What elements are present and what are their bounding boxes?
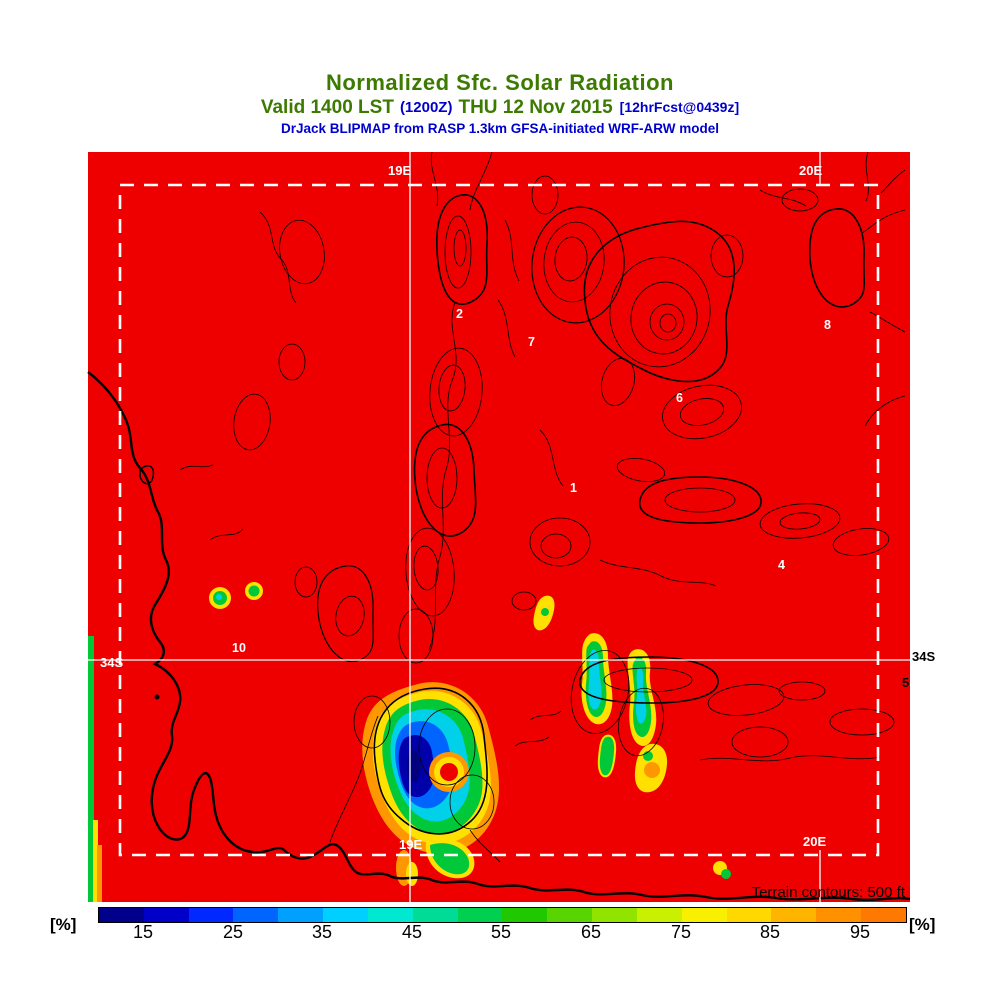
- colorbar-segment: [367, 908, 413, 922]
- colorbar-segment: [636, 908, 682, 922]
- valid-time: Valid 1400 LST: [260, 97, 394, 118]
- colorbar-segment: [457, 908, 503, 922]
- model-description: DrJack BLIPMAP from RASP 1.3km GFSA-init…: [280, 121, 720, 136]
- colorbar-tick-85: 85: [759, 922, 781, 942]
- domain-border: [118, 183, 880, 857]
- colorbar-unit-right: [%]: [909, 915, 936, 934]
- site-marker-6: 6: [676, 391, 683, 405]
- grid-label-34s-right: 34S: [912, 649, 936, 664]
- colorbar-segment: [233, 908, 279, 922]
- colorbar-tick-75: 75: [670, 922, 692, 942]
- colorbar-segment: [412, 908, 458, 922]
- colorbar-segment: [861, 908, 906, 922]
- colorbar-tick-25: 25: [222, 922, 244, 942]
- valid-time-line: Valid 1400 LST (1200Z) THU 12 Nov 2015 [12h…: [0, 97, 1000, 119]
- colorbar-segment: [99, 908, 144, 922]
- page-title: Normalized Sfc. Solar Radiation: [325, 70, 674, 95]
- coastline: [87, 371, 911, 902]
- colorbar-segment: [592, 908, 637, 922]
- colorbar-segment: [771, 908, 817, 922]
- site-marker-4: 4: [778, 558, 785, 572]
- colorbar-segment: [143, 908, 189, 922]
- colorbar-segment: [278, 908, 324, 922]
- site-marker-10: 10: [232, 641, 246, 655]
- colorbar-tick-15: 15: [132, 922, 154, 942]
- colorbar-tick-95: 95: [849, 922, 871, 942]
- colorbar-segment: [726, 908, 772, 922]
- cloud-patches-small: [209, 582, 731, 879]
- colorbar-segment: [502, 908, 548, 922]
- radiation-field: [88, 152, 910, 902]
- grid-label-20e-top: 20E: [799, 163, 823, 178]
- colorbar-segment: [188, 908, 234, 922]
- valid-date: THU 12 Nov 2015: [458, 97, 613, 118]
- colorbar-tick-45: 45: [401, 922, 423, 942]
- site-marker-2: 2: [456, 307, 463, 321]
- colorbar-segment: [816, 908, 862, 922]
- zulu-time: (1200Z): [399, 99, 453, 116]
- colorbar-unit-left: [%]: [50, 915, 77, 934]
- colorbar-tick-35: 35: [311, 922, 333, 942]
- colorbar-tick-55: 55: [490, 922, 512, 942]
- grid-label-19e-bottom: 19E: [399, 837, 423, 852]
- grid-label-20e-bottom: 20E: [803, 834, 827, 849]
- forecast-tag: [12hrFcst@0439z]: [619, 99, 740, 115]
- colorbar-segment: [323, 908, 368, 922]
- latlon-grid: [88, 152, 910, 902]
- colorbar-tick-65: 65: [580, 922, 602, 942]
- colorbar-segment: [681, 908, 727, 922]
- grid-label-19e-top: 19E: [388, 163, 412, 178]
- site-marker-5: 5: [902, 675, 910, 690]
- terrain-contour-note: Terrain contours: 500 ft: [751, 884, 905, 901]
- grid-label-34s-left: 34S: [100, 655, 124, 670]
- colorbar-segment: [547, 908, 593, 922]
- site-marker-7: 7: [528, 335, 535, 349]
- colorbar: [98, 907, 907, 923]
- terrain-contours: [179, 151, 906, 863]
- site-marker-8: 8: [824, 318, 831, 332]
- site-marker-1: 1: [570, 481, 577, 495]
